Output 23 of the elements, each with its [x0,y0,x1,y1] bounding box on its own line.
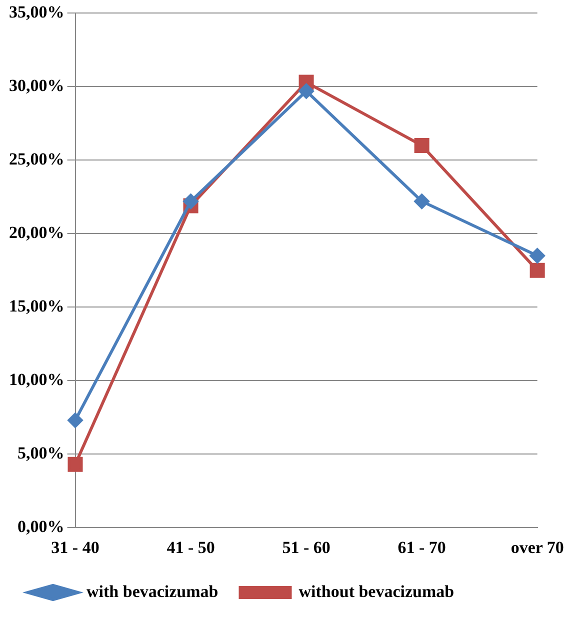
point [68,412,83,428]
x-tick-label: 31 - 40 [51,538,100,558]
y-tick-label: 0,00% [18,516,64,536]
point [298,84,314,99]
y-tick-label: 10,00% [9,370,64,390]
point [414,138,430,153]
legend-label: without bevacizumab [298,582,454,601]
x-tick-label: 61 - 70 [398,538,446,558]
x-tick-label: 41 - 50 [166,538,215,558]
point [183,194,198,209]
point [530,262,545,278]
y-tick-label: 15,00% [9,296,64,316]
y-tick-label: 20,00% [9,223,64,242]
point [68,456,83,472]
point [414,194,430,209]
x-tick-label: 51 - 60 [282,538,330,558]
y-tick-label: 30,00% [9,76,64,96]
y-tick-label: 5,00% [18,444,64,463]
y-tick-label: 35,00% [9,2,64,22]
point [530,248,545,264]
x-tick-label: over 70 [510,538,564,558]
legend-label: with bevacizumab [86,582,218,601]
y-tick-label: 25,00% [9,150,64,169]
